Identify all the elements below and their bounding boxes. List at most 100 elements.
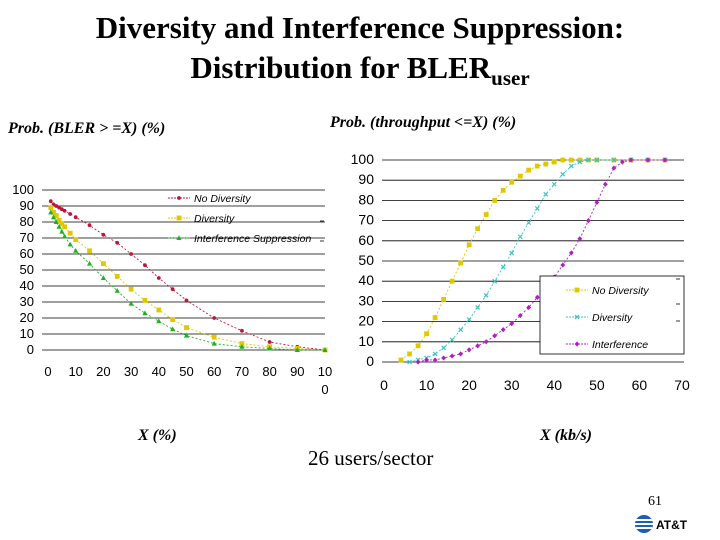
- legend-label: No Diversity: [194, 193, 251, 205]
- data-point: [577, 236, 583, 242]
- data-point: [611, 157, 617, 163]
- x-tick-label: 70: [235, 364, 249, 379]
- data-point: [142, 298, 148, 303]
- data-point: [560, 157, 566, 163]
- data-point: [492, 278, 498, 284]
- data-point: [54, 204, 59, 208]
- data-point: [170, 287, 175, 292]
- y-tick-label: 100: [351, 151, 375, 167]
- y-tick-label: 70: [20, 230, 34, 245]
- data-point: [415, 359, 421, 365]
- data-point: [449, 337, 455, 343]
- legend-box: [539, 275, 685, 355]
- data-point: [62, 208, 67, 213]
- data-point: [128, 286, 134, 292]
- globe-icon: [635, 515, 653, 533]
- right-chart-ylabel: Prob. (throughput <=X) (%): [330, 114, 517, 131]
- data-point: [500, 187, 506, 193]
- y-tick-label: 40: [358, 272, 374, 288]
- data-point: [483, 212, 489, 217]
- series-line: [50, 200, 326, 351]
- data-point: [466, 347, 472, 353]
- y-tick-label: 20: [20, 310, 34, 325]
- data-point: [73, 237, 79, 242]
- data-point: [398, 357, 404, 363]
- data-point: [475, 305, 481, 310]
- legend-swatch-marker: [574, 287, 580, 293]
- legend: No Diversity Diversity Interference: [539, 275, 685, 355]
- data-point: [239, 344, 245, 349]
- data-point: [466, 317, 472, 323]
- data-point: [568, 163, 574, 169]
- slide-title: Diversity and Interference Suppression: …: [0, 8, 720, 91]
- data-point: [86, 260, 93, 266]
- data-point: [407, 359, 412, 365]
- y-tick-label: 90: [20, 198, 34, 213]
- data-point: [551, 159, 557, 165]
- data-point: [239, 341, 245, 346]
- data-point: [114, 274, 120, 279]
- series-interference: [415, 157, 668, 365]
- data-point: [184, 298, 189, 303]
- data-point: [424, 357, 429, 363]
- data-point: [594, 199, 600, 206]
- x-tick-label-wrap: 0: [321, 382, 328, 397]
- data-point: [56, 224, 62, 229]
- y-tick-label: 10: [20, 326, 34, 341]
- data-point: [466, 242, 472, 248]
- data-point: [59, 228, 65, 234]
- data-point: [62, 224, 68, 230]
- x-tick-label: 20: [461, 377, 477, 393]
- y-tick-label: 50: [358, 252, 374, 268]
- data-point: [441, 296, 446, 302]
- data-point: [156, 307, 162, 313]
- data-point: [577, 159, 583, 165]
- data-point: [534, 163, 540, 169]
- logo-text: AT&T: [656, 518, 688, 532]
- y-tick-label: 60: [20, 246, 34, 261]
- data-point: [662, 157, 668, 163]
- data-point: [551, 181, 557, 187]
- series-diversity: [48, 205, 328, 353]
- users-per-sector-note: 26 users/sector: [308, 446, 434, 470]
- y-tick-label: 20: [358, 313, 374, 329]
- data-point: [143, 263, 147, 268]
- data-point: [517, 234, 523, 240]
- series-line: [50, 212, 325, 351]
- data-point: [628, 157, 634, 163]
- data-point: [585, 157, 591, 163]
- data-point: [114, 288, 120, 293]
- data-point: [441, 355, 446, 361]
- y-tick-label: 100: [12, 182, 34, 197]
- right-chart: 0 10 20 30 40 50 60 70 80 90 100 0 10 20 30 40 50 60 70 No …: [351, 151, 690, 393]
- x-tick-label: 60: [632, 377, 648, 393]
- legend-swatch-marker: [176, 235, 182, 240]
- data-point: [156, 276, 161, 280]
- series-diversity: [407, 157, 668, 365]
- data-point: [432, 351, 438, 357]
- data-point: [560, 171, 566, 177]
- data-point: [50, 214, 57, 220]
- y-tick-label: 50: [20, 262, 34, 277]
- data-point: [577, 157, 583, 163]
- data-point: [115, 240, 120, 245]
- data-point: [294, 347, 300, 352]
- y-tick-label: 30: [20, 294, 34, 309]
- data-point: [56, 218, 62, 223]
- data-point: [585, 218, 591, 224]
- data-point: [57, 205, 61, 210]
- y-tick-label: 80: [358, 191, 374, 207]
- data-point: [68, 212, 73, 216]
- data-point: [509, 321, 515, 327]
- y-tick-label: 60: [358, 232, 374, 248]
- right-chart-xlabel: X (kb/s): [540, 427, 592, 444]
- series-no-diversity: [48, 199, 327, 352]
- legend-swatch-marker: [574, 341, 580, 347]
- data-point: [211, 340, 217, 346]
- left-chart-ylabel: Prob. (BLER > =X) (%): [8, 120, 166, 137]
- data-point: [534, 294, 540, 300]
- data-point: [48, 205, 54, 210]
- data-point: [509, 179, 515, 185]
- data-point: [458, 327, 464, 333]
